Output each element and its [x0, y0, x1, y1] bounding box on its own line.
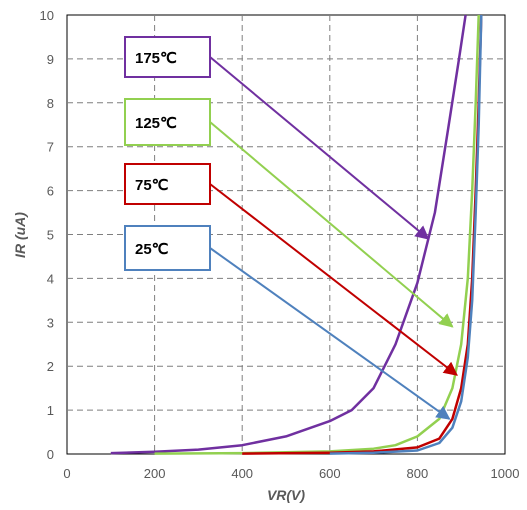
y-tick-label: 8 — [47, 96, 54, 111]
y-tick-label: 10 — [40, 8, 54, 23]
callout-box — [124, 163, 211, 205]
callout-box — [124, 225, 211, 271]
x-tick-label: 400 — [231, 466, 253, 481]
callout-3: 25℃ — [124, 225, 451, 420]
callout-2: 75℃ — [124, 163, 458, 376]
x-tick-label: 200 — [144, 466, 166, 481]
callout-arrow — [209, 247, 451, 420]
y-axis-label: IR (uA) — [12, 212, 28, 258]
y-tick-label: 3 — [47, 315, 54, 330]
callout-arrow — [209, 183, 458, 376]
y-tick-label: 4 — [47, 271, 54, 286]
callout-label: 125℃ — [135, 115, 177, 132]
x-tick-label: 800 — [407, 466, 429, 481]
x-axis-label: VR(V) — [267, 487, 305, 503]
callout-arrow — [209, 56, 430, 240]
callout-label: 75℃ — [135, 177, 169, 194]
y-tick-label: 5 — [47, 228, 54, 243]
callout-0: 175℃ — [124, 36, 430, 240]
x-tick-label: 0 — [63, 466, 70, 481]
x-axis-ticks: 0 200 400 600 800 1000 — [63, 466, 519, 481]
y-tick-label: 7 — [47, 140, 54, 155]
y-tick-label: 6 — [47, 184, 54, 199]
x-tick-label: 1000 — [491, 466, 520, 481]
series-line-0 — [110, 14, 467, 455]
y-tick-label: 0 — [47, 447, 54, 462]
callout-1: 125℃ — [124, 98, 454, 328]
y-tick-label: 1 — [47, 403, 54, 418]
callout-label: 175℃ — [135, 50, 177, 67]
x-tick-label: 600 — [319, 466, 341, 481]
y-axis-ticks: 0 1 2 3 4 5 6 7 8 9 10 — [40, 8, 54, 462]
y-tick-label: 2 — [47, 359, 54, 374]
series-line-3 — [329, 14, 483, 455]
callout-arrow — [209, 121, 454, 328]
callout-box — [124, 98, 211, 146]
callout-label: 25℃ — [135, 241, 169, 258]
callout-box — [124, 36, 211, 78]
callouts: 175℃ 125℃ 75℃ 25℃ — [124, 36, 458, 420]
y-tick-label: 9 — [47, 52, 54, 67]
